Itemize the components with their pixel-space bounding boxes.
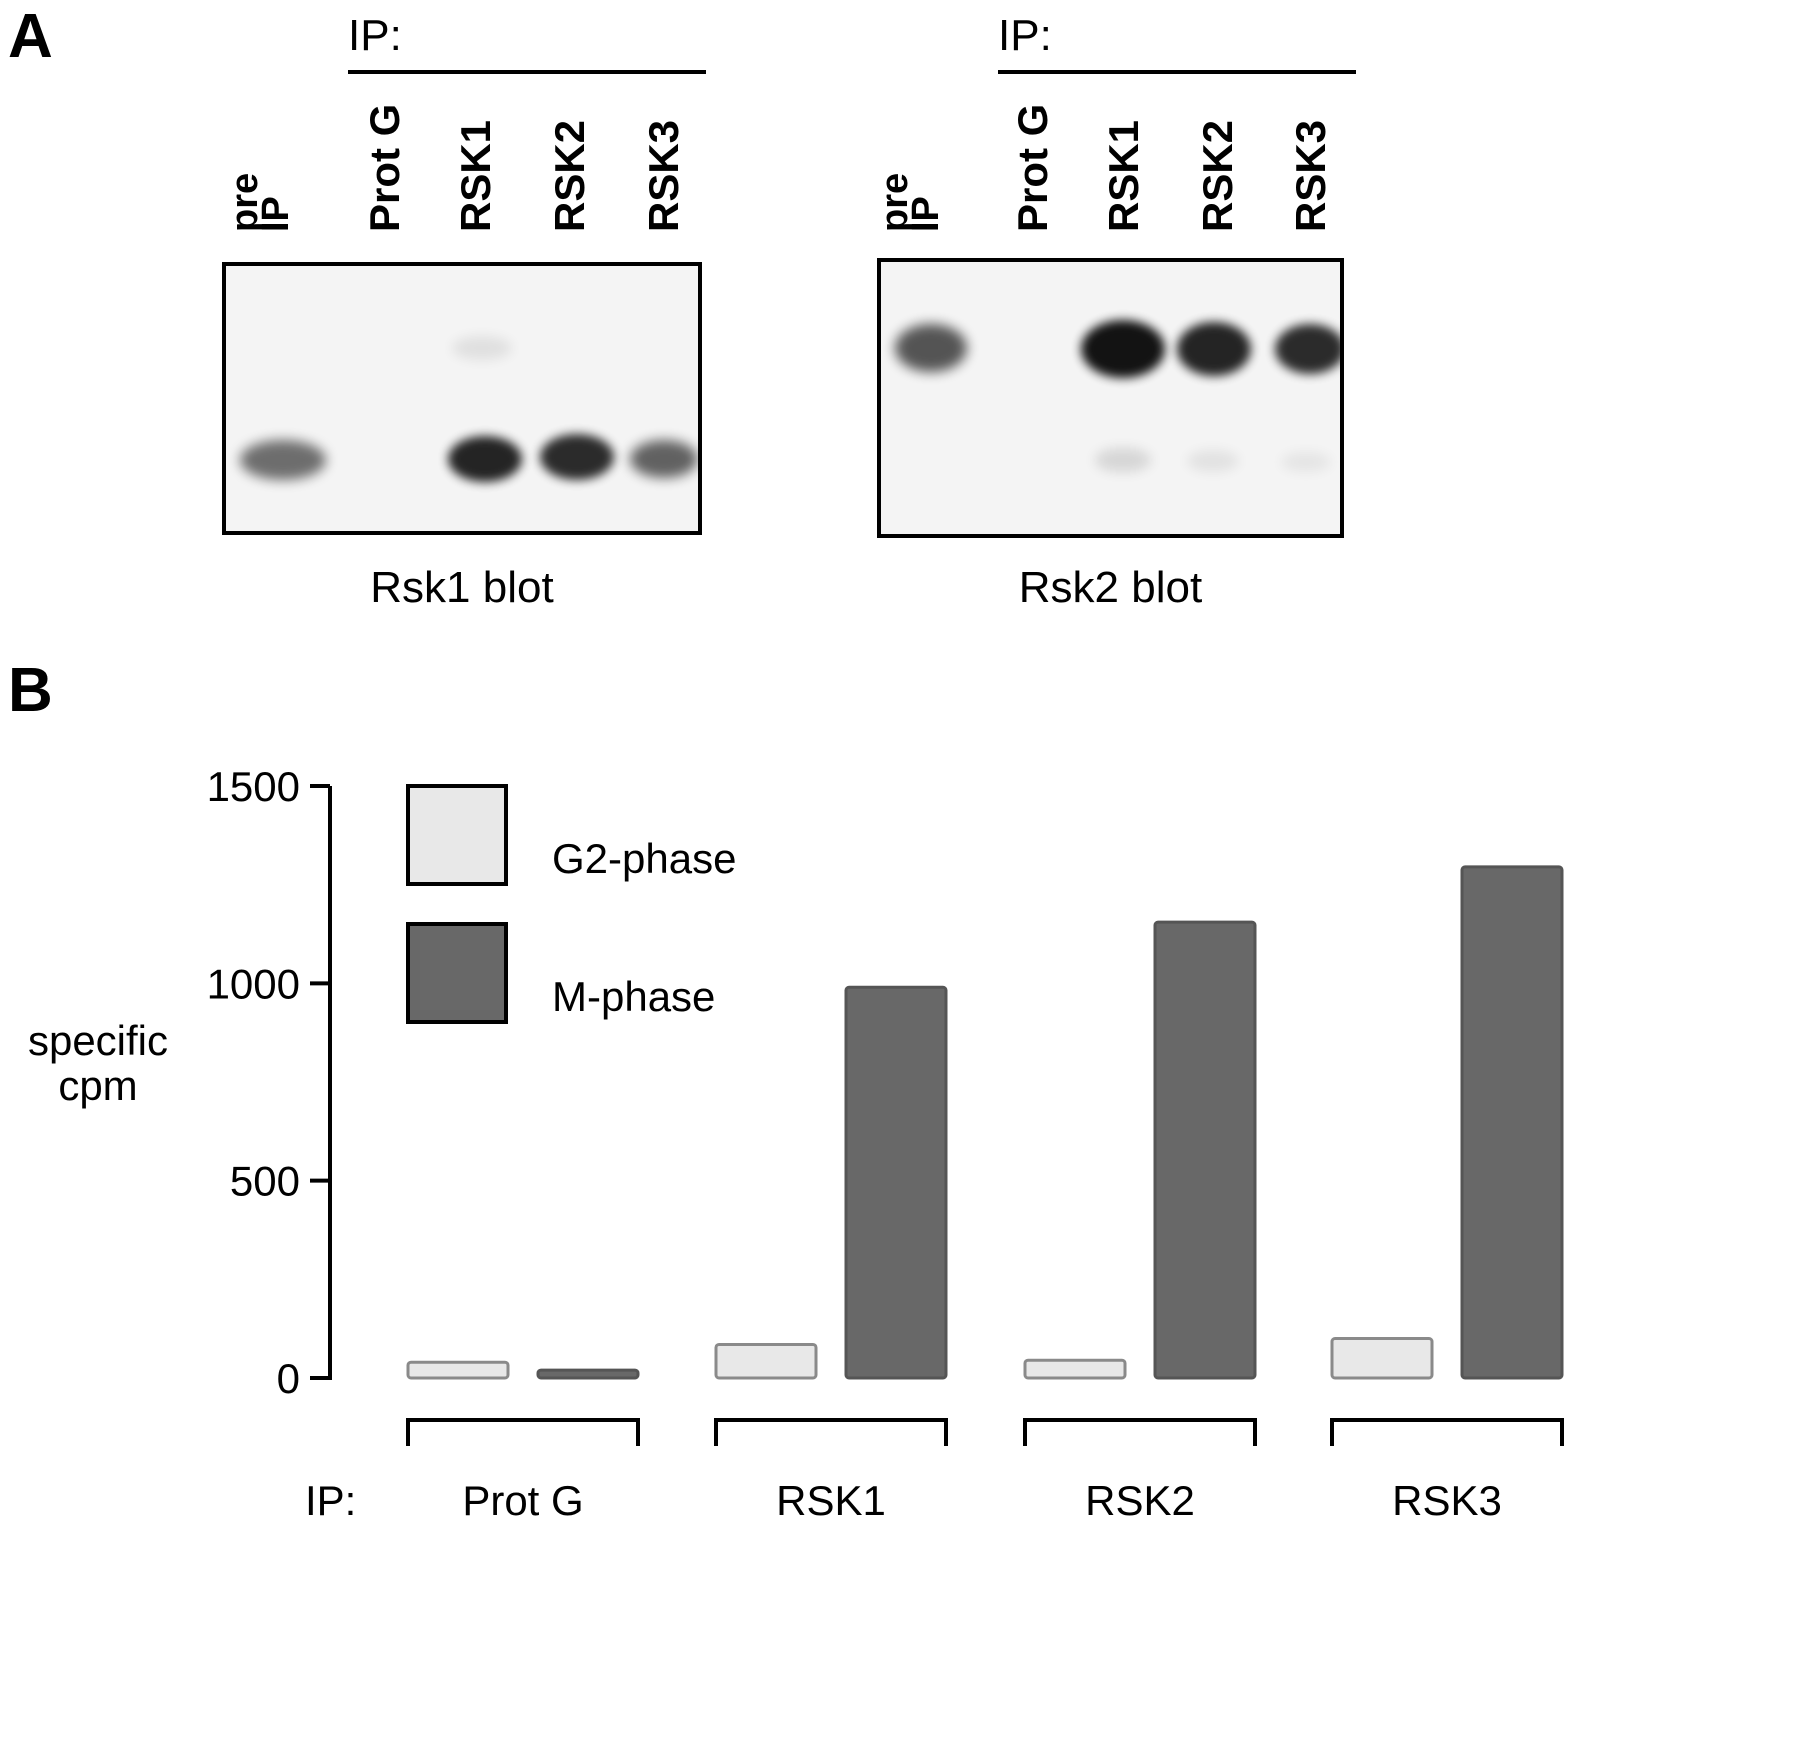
blot2-ip-label: IP:	[998, 11, 1052, 60]
x-axis-prefix-label: IP:	[305, 1477, 356, 1524]
blot2-band-rsk2	[1177, 322, 1251, 376]
x-group-bracket	[406, 1418, 640, 1446]
x-group-bracket	[714, 1418, 948, 1446]
blot2-ip-bracket-line	[998, 70, 1356, 74]
bar-g2-phase-rsk3	[1330, 1337, 1434, 1380]
y-axis-label: cpm	[58, 1062, 137, 1109]
blot1-ip-label: IP:	[348, 11, 402, 60]
legend-label: G2-phase	[552, 835, 736, 882]
y-tick-label: 0	[277, 1355, 300, 1402]
blot2-caption: Rsk2 blot	[1018, 563, 1203, 612]
x-category-label: Prot G	[462, 1477, 583, 1524]
blot2-band-rsk3	[1275, 324, 1340, 374]
y-tick-label: 500	[230, 1158, 300, 1205]
blot1-band-rsk1	[448, 436, 522, 482]
x-group-bracket	[1330, 1418, 1564, 1446]
y-axis-label: specific	[28, 1017, 168, 1064]
panel-b-letter: B	[8, 656, 53, 725]
blot1-faint-band-rsk1	[452, 336, 512, 360]
x-category-label: RSK3	[1392, 1477, 1502, 1524]
legend-swatch	[406, 922, 508, 1024]
blot2-faint-band-rsk2	[1187, 450, 1239, 472]
blot1-band-rsk3	[630, 440, 698, 478]
bar-m-phase-rsk3	[1460, 865, 1564, 1380]
bar-m-phase-prot-g	[536, 1368, 640, 1380]
bar-g2-phase-prot-g	[406, 1360, 510, 1380]
blot2-band-pre-ip	[895, 324, 967, 372]
legend-label: M-phase	[552, 973, 715, 1020]
blot1-caption: Rsk1 blot	[370, 563, 554, 612]
blot2-band-rsk1	[1081, 320, 1165, 378]
legend-swatch	[406, 784, 508, 886]
x-category-label: RSK2	[1085, 1477, 1195, 1524]
bar-m-phase-rsk1	[844, 985, 948, 1380]
y-tick-label: 1500	[207, 763, 300, 810]
x-group-bracket	[1023, 1418, 1257, 1446]
bar-g2-phase-rsk2	[1023, 1358, 1127, 1380]
bar-m-phase-rsk2	[1153, 920, 1257, 1380]
blot1-membrane	[222, 262, 702, 535]
blot2-membrane	[877, 258, 1344, 538]
x-category-label: RSK1	[776, 1477, 886, 1524]
blot1-ip-bracket-line	[348, 70, 706, 74]
y-tick-label: 1000	[207, 960, 300, 1007]
blot1-band-pre-ip	[240, 440, 326, 480]
blot1-band-rsk2	[540, 434, 614, 480]
blot2-faint-band-rsk3	[1281, 452, 1331, 472]
blot2-faint-band-rsk1	[1095, 448, 1151, 472]
bar-g2-phase-rsk1	[714, 1342, 818, 1380]
panel-a-letter: A	[8, 2, 53, 71]
